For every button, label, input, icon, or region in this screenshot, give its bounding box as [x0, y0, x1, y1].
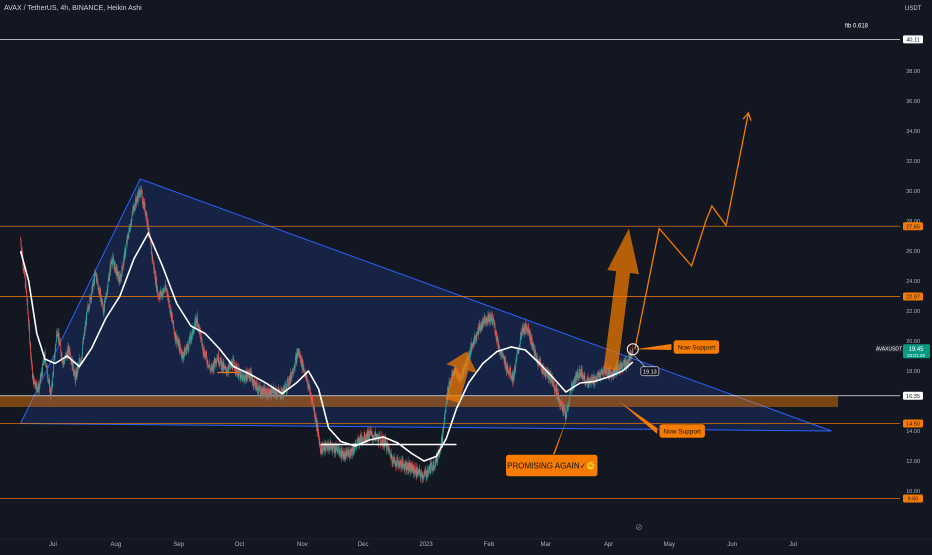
candle-body	[55, 353, 56, 358]
candle-body	[145, 203, 146, 212]
candle-body	[318, 432, 319, 436]
candle-body	[52, 375, 53, 385]
candle-body	[477, 332, 478, 337]
support-zone	[0, 396, 838, 407]
candle-body	[168, 299, 169, 306]
candle-body	[123, 267, 124, 270]
candle-body	[34, 377, 35, 381]
candle-body	[221, 357, 222, 361]
candle-body	[343, 451, 344, 453]
candle-body	[91, 294, 92, 299]
candle-body	[79, 362, 80, 365]
candle-body	[56, 336, 57, 342]
candle-body	[126, 246, 127, 252]
candle-body	[31, 356, 32, 360]
candle-body	[216, 359, 217, 362]
candle-body	[224, 365, 225, 366]
fib-label: fib 0.618	[845, 23, 869, 29]
candle-body	[339, 446, 340, 453]
candle-body	[306, 375, 307, 381]
candle-body	[226, 367, 227, 370]
candle-body	[277, 392, 278, 395]
candle-body	[369, 435, 370, 439]
candle-body	[60, 342, 61, 347]
candle-body	[433, 469, 434, 470]
candle-body	[274, 392, 275, 396]
candle-body	[30, 344, 31, 356]
candle-body	[26, 282, 27, 288]
candle-body	[173, 321, 174, 328]
candle-body	[92, 285, 93, 292]
candle-body	[73, 362, 74, 372]
candle-body	[108, 281, 109, 287]
candle-body	[199, 324, 200, 327]
candle-body	[180, 348, 181, 349]
candle-body	[395, 460, 396, 463]
candle-body	[37, 383, 38, 387]
candle-body	[432, 470, 433, 471]
candle-body	[53, 364, 54, 374]
candle-body	[194, 328, 195, 332]
candle-body	[510, 368, 511, 378]
candle-body	[148, 219, 149, 230]
